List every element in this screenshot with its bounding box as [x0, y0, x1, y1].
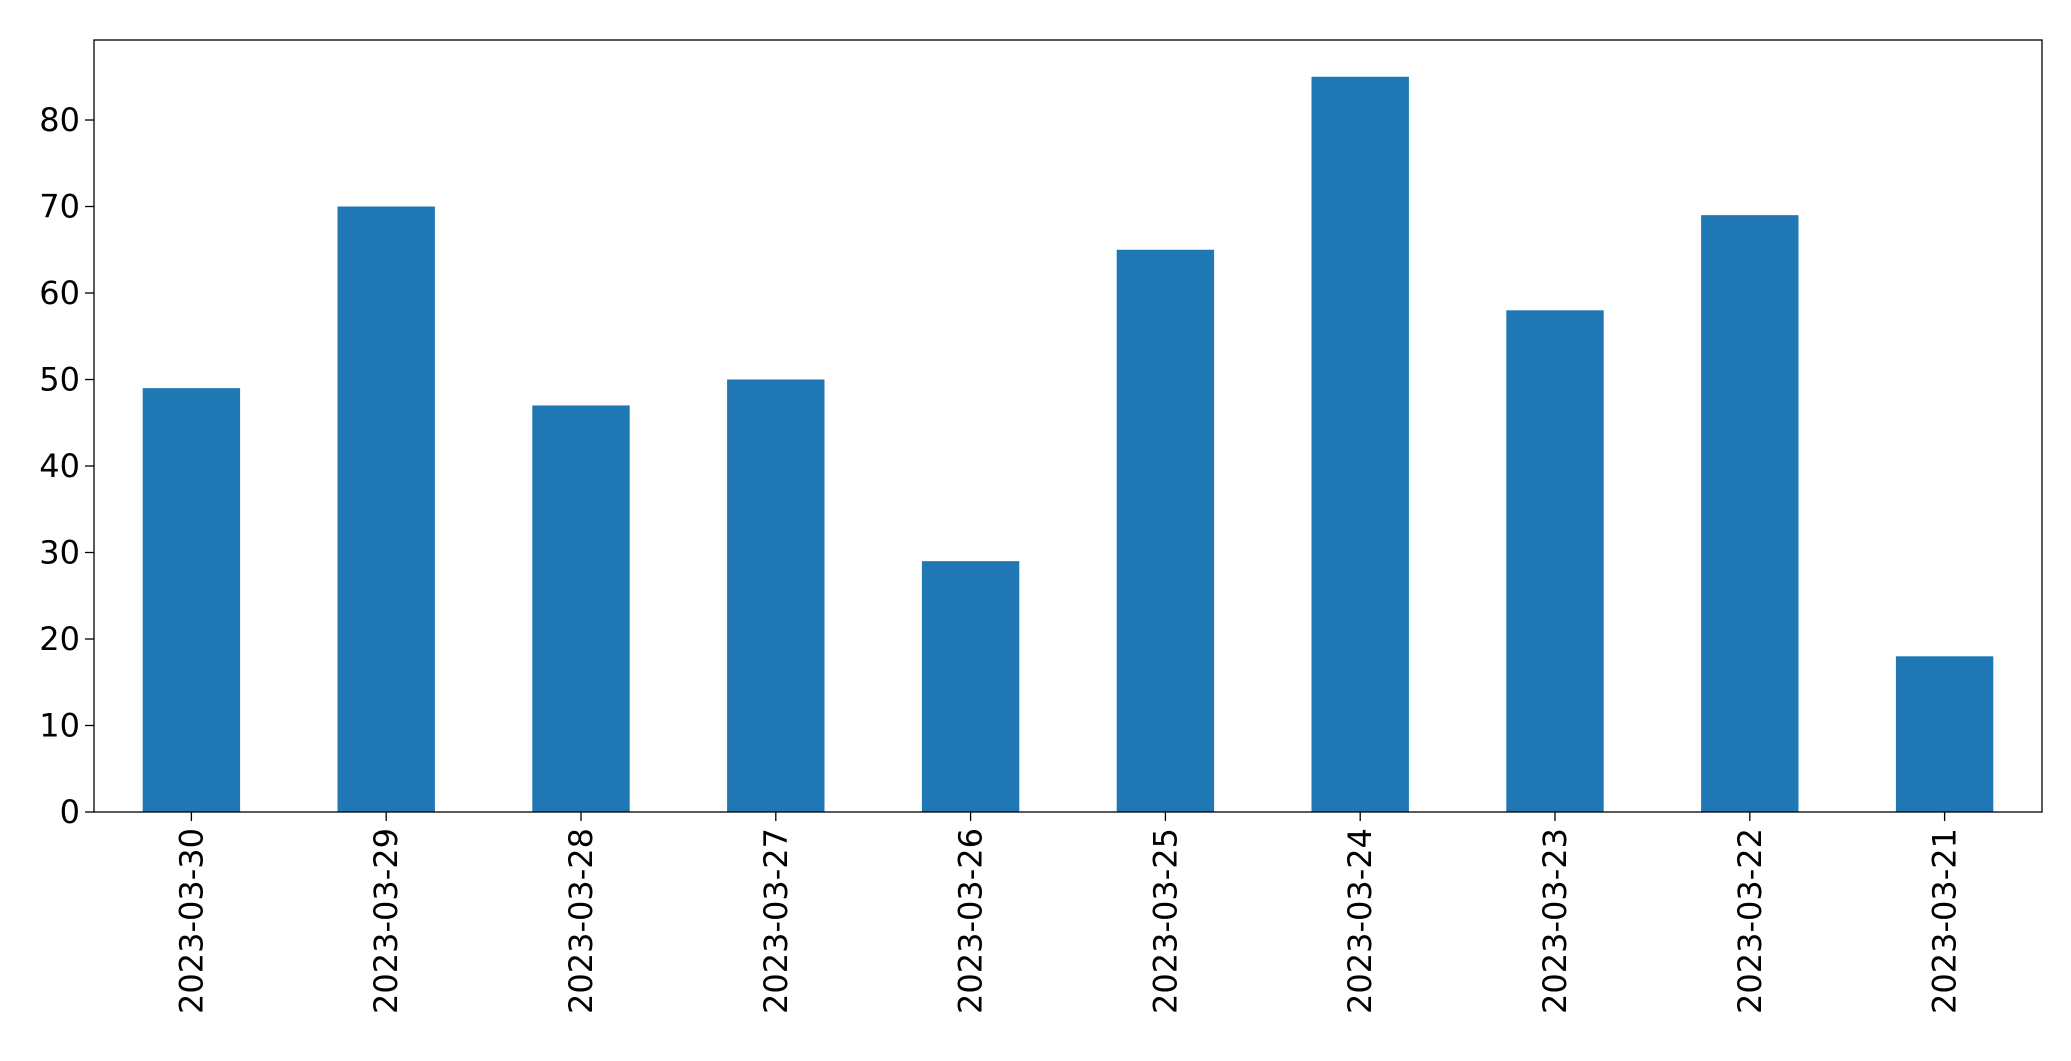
x-tick-label: 2023-03-24	[1341, 828, 1379, 1014]
y-tick-label: 50	[39, 361, 80, 399]
x-tick-label: 2023-03-25	[1146, 828, 1184, 1014]
y-tick-label: 20	[39, 620, 80, 658]
y-tick-label: 60	[39, 274, 80, 312]
x-tick-label: 2023-03-22	[1731, 828, 1769, 1014]
bar	[532, 405, 630, 812]
bar	[142, 388, 241, 812]
y-tick-label: 80	[39, 101, 80, 139]
x-tick-label: 2023-03-23	[1536, 828, 1574, 1014]
y-tick-label: 30	[39, 534, 80, 572]
bar	[1116, 249, 1215, 813]
y-tick-label: 70	[39, 188, 80, 226]
x-tick-label: 2023-03-28	[562, 828, 600, 1014]
bar	[921, 561, 1020, 812]
x-tick-label: 2023-03-27	[757, 828, 795, 1014]
y-tick-label: 40	[39, 447, 80, 485]
x-tick-label: 2023-03-26	[952, 828, 990, 1014]
bar	[1506, 310, 1604, 812]
x-tick-label: 2023-03-29	[367, 828, 405, 1014]
plot-frame	[93, 39, 2043, 813]
bar	[1311, 76, 1409, 812]
bar	[337, 206, 435, 812]
x-tick-label: 2023-03-30	[172, 828, 210, 1014]
x-tick-label: 2023-03-21	[1926, 828, 1964, 1014]
y-tick-label: 10	[39, 707, 80, 745]
y-tick-label: 0	[60, 793, 80, 831]
bar	[727, 379, 825, 812]
bar	[1895, 656, 1994, 812]
bar	[1701, 215, 1799, 812]
